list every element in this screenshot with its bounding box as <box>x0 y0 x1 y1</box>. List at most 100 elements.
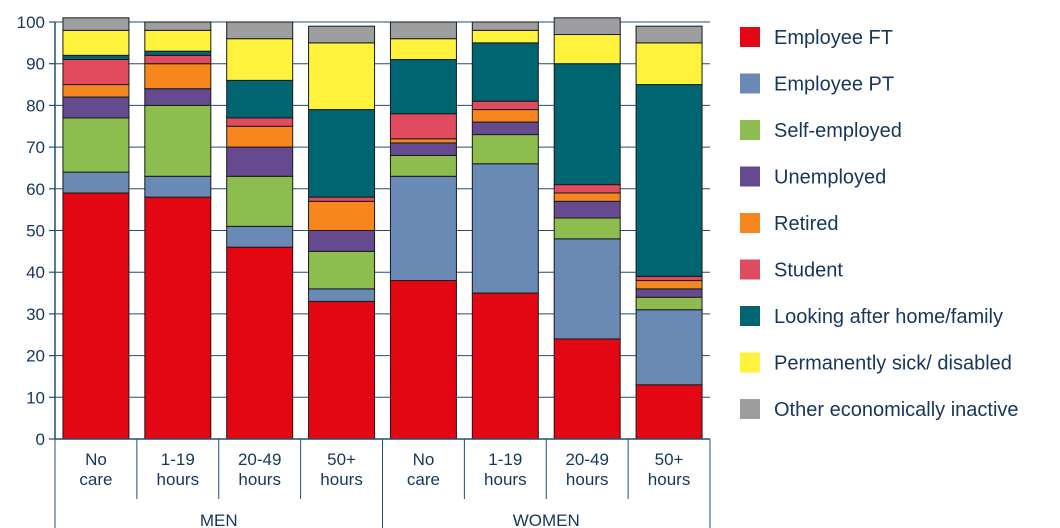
bar-segment-3-unemployed <box>226 146 294 177</box>
bar-segment-1-employee-ft <box>62 192 130 440</box>
category-label-3: 20-49 hours <box>238 450 281 489</box>
bar-segment-5-self-employed <box>389 154 457 177</box>
bar-segment-5-student <box>389 113 457 140</box>
bar-segment-6-looking-after-home-family <box>471 42 539 102</box>
bar-segment-6-self-employed <box>471 134 539 165</box>
legend-item-1: Employee FT <box>740 27 893 49</box>
bar-segment-2-student <box>144 54 212 65</box>
bar-segment-3-other-economically-inactive <box>226 21 294 40</box>
legend-swatch-5 <box>740 213 760 233</box>
legend-swatch-8 <box>740 352 760 373</box>
bar-segment-8-looking-after-home-family <box>635 84 703 277</box>
legend-swatch-3 <box>740 120 760 140</box>
bar-segment-7-permanently-sick-disabled <box>553 34 621 65</box>
legend-label-5: Retired <box>774 213 838 235</box>
legend-label-1: Employee FT <box>774 27 893 49</box>
bar-segment-2-unemployed <box>144 88 212 106</box>
legend-item-3: Self-employed <box>740 120 902 142</box>
bar-segment-1-other-economically-inactive <box>62 17 130 31</box>
bar-segment-1-looking-after-home-family <box>62 54 130 61</box>
bar-segment-2-employee-pt <box>144 175 212 198</box>
legend-label-6: Student <box>774 260 843 282</box>
bar-segment-5-permanently-sick-disabled <box>389 38 457 61</box>
bar-segment-2-retired <box>144 63 212 90</box>
legend-swatch-7 <box>740 306 760 326</box>
bar-segment-8-self-employed <box>635 296 703 311</box>
legend-item-6: Student <box>740 259 843 282</box>
category-label-8: 50+ hours <box>648 450 691 489</box>
y-tick-label-20: 20 <box>26 347 45 366</box>
y-tick-label-100: 100 <box>17 13 45 32</box>
bar-segment-5-unemployed <box>389 142 457 156</box>
y-tick-label-30: 30 <box>26 305 45 324</box>
bar-segment-7-other-economically-inactive <box>553 17 621 36</box>
category-label-7: 20-49 hours <box>565 450 608 489</box>
bar-stacks <box>62 17 703 440</box>
bar-segment-7-unemployed <box>553 200 621 219</box>
bar-segment-7-employee-pt <box>553 238 621 340</box>
category-label-1: No care <box>79 450 112 489</box>
bar-segment-8-employee-pt <box>635 309 703 386</box>
bar-segment-5-retired <box>389 138 457 144</box>
legend-swatch-9 <box>740 399 760 419</box>
bar-segment-4-self-employed <box>308 250 376 290</box>
group-label-men: MEN <box>200 511 238 528</box>
legend-label-9: Other economically inactive <box>774 399 1019 421</box>
bar-segment-1-employee-pt <box>62 171 130 194</box>
bar-segment-7-looking-after-home-family <box>553 63 621 186</box>
category-label-6: 1-19 hours <box>484 450 527 489</box>
bar-segment-7-self-employed <box>553 217 621 240</box>
group-label-women: WOMEN <box>513 511 580 528</box>
y-tick-label-10: 10 <box>26 388 45 407</box>
legend-item-4: Unemployed <box>740 166 886 189</box>
bar-segment-8-other-economically-inactive <box>635 25 703 44</box>
bar-segment-4-employee-ft <box>308 300 376 440</box>
bar-segment-7-retired <box>553 192 621 202</box>
bar-segment-6-unemployed <box>471 121 539 136</box>
legend-item-2: Employee PT <box>740 73 894 96</box>
bar-segment-3-looking-after-home-family <box>226 79 294 119</box>
axis-labels: 0 10 20 30 40 50 60 70 80 90 100 No care 1-19 hours 20-… <box>17 13 691 528</box>
bar-segment-1-retired <box>62 84 130 98</box>
bar-segment-4-looking-after-home-family <box>308 109 376 198</box>
bar-segment-2-permanently-sick-disabled <box>144 29 212 52</box>
bar-segment-5-other-economically-inactive <box>389 21 457 40</box>
bar-segment-1-student <box>62 59 130 86</box>
bar-segment-2-self-employed <box>144 104 212 177</box>
bar-segment-2-employee-ft <box>144 196 212 440</box>
bar-segment-2-looking-after-home-family <box>144 50 212 56</box>
bar-segment-4-permanently-sick-disabled <box>308 42 376 111</box>
bar-segment-3-employee-ft <box>226 246 294 440</box>
bar-segment-5-employee-ft <box>389 280 457 440</box>
legend-item-9: Other economically inactive <box>740 399 1019 421</box>
bar-segment-6-permanently-sick-disabled <box>471 29 539 44</box>
bar-segment-4-retired <box>308 200 376 231</box>
bar-segment-5-employee-pt <box>389 175 457 282</box>
bar-segment-3-student <box>226 117 294 127</box>
bar-segment-4-unemployed <box>308 230 376 252</box>
bar-segment-6-employee-ft <box>471 292 539 440</box>
legend-item-5: Retired <box>740 213 838 235</box>
bar-segment-3-permanently-sick-disabled <box>226 38 294 81</box>
legend-swatch-6 <box>740 259 760 280</box>
legend-label-4: Unemployed <box>774 167 886 189</box>
legend-swatch-4 <box>740 166 760 187</box>
bar-segment-8-permanently-sick-disabled <box>635 42 703 86</box>
legend-swatch-2 <box>740 73 760 94</box>
bar-segment-8-retired <box>635 280 703 290</box>
bar-segment-6-employee-pt <box>471 163 539 294</box>
bar-segment-8-unemployed <box>635 288 703 298</box>
bar-segment-5-looking-after-home-family <box>389 59 457 115</box>
bar-segment-6-other-economically-inactive <box>471 21 539 31</box>
bar-segment-7-employee-ft <box>553 338 621 440</box>
bar-segment-3-self-employed <box>226 175 294 227</box>
y-tick-label-60: 60 <box>26 180 45 199</box>
category-label-5: No care <box>407 450 440 489</box>
bar-segment-1-unemployed <box>62 96 130 119</box>
legend-item-7: Looking after home/family <box>740 306 1003 328</box>
bar-segment-8-employee-ft <box>635 384 703 440</box>
bar-segment-4-other-economically-inactive <box>308 25 376 44</box>
bar-segment-4-student <box>308 196 376 202</box>
category-label-4: 50+ hours <box>320 450 363 489</box>
